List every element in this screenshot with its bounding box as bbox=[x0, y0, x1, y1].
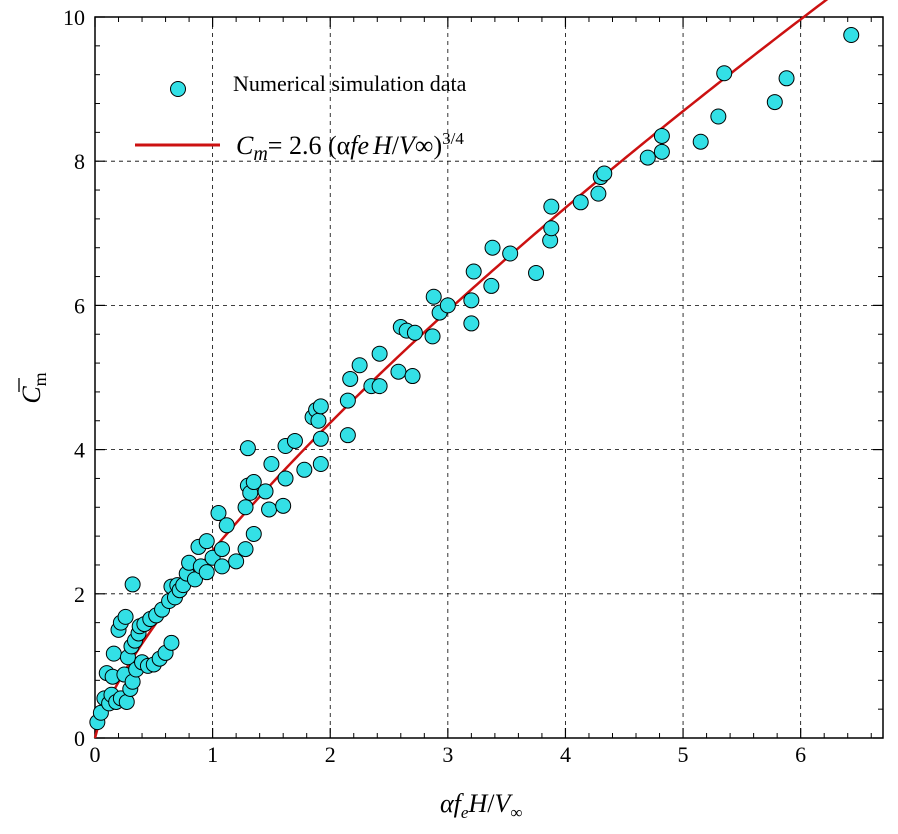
x-tick-label: 6 bbox=[795, 742, 806, 767]
scatter-point bbox=[463, 315, 480, 332]
scatter-point bbox=[198, 564, 215, 581]
y-tick-label: 4 bbox=[74, 438, 85, 463]
scatter-point bbox=[312, 398, 329, 415]
scatter-point bbox=[261, 501, 278, 518]
scatter-point bbox=[406, 324, 423, 341]
scatter-points bbox=[89, 27, 860, 731]
x-tick-label: 4 bbox=[560, 742, 571, 767]
scatter-point bbox=[275, 497, 292, 514]
scatter-point bbox=[214, 541, 231, 558]
scatter-point bbox=[351, 357, 368, 374]
scatter-point bbox=[186, 571, 203, 588]
scatter-point bbox=[439, 297, 456, 314]
scatter-point bbox=[528, 264, 545, 281]
scatter-point bbox=[484, 239, 501, 256]
scatter-point bbox=[312, 430, 329, 447]
y-tick-label: 6 bbox=[74, 293, 85, 318]
fit-line-layer bbox=[93, 0, 829, 739]
scatter-point bbox=[483, 277, 500, 294]
scatter-point bbox=[710, 108, 727, 125]
scatter-point bbox=[716, 65, 733, 82]
scatter-point bbox=[339, 392, 356, 409]
scatter-point bbox=[590, 185, 607, 202]
scatter-point bbox=[245, 474, 262, 491]
scatter-point bbox=[371, 378, 388, 395]
scatter-point bbox=[286, 432, 303, 449]
legend-scatter-marker bbox=[170, 81, 186, 97]
scatter-point bbox=[257, 483, 274, 500]
scatter-point bbox=[404, 368, 421, 385]
legend: Numerical simulation data Cm= 2.6 (αfe H/… bbox=[135, 71, 467, 165]
x-axis-label: αfeH/V∞ bbox=[440, 789, 522, 822]
scatter-point bbox=[425, 288, 442, 305]
axis-ticks: 0 1 2 3 4 5 6 0 2 4 6 8 10 bbox=[63, 5, 883, 767]
scatter-point bbox=[277, 470, 294, 487]
scatter-point bbox=[653, 127, 670, 144]
y-tick-label: 2 bbox=[74, 582, 85, 607]
scatter-point bbox=[766, 94, 783, 111]
scatter-point bbox=[465, 263, 482, 280]
x-tick-label: 2 bbox=[325, 742, 336, 767]
scatter-point bbox=[124, 576, 141, 593]
legend-line-label: Cm= 2.6 (αfe H/V∞)3/4 bbox=[236, 129, 464, 165]
scatter-point bbox=[237, 499, 254, 516]
scatter-point bbox=[214, 558, 231, 575]
scatter-point bbox=[692, 133, 709, 150]
scatter-point bbox=[639, 149, 656, 166]
scatter-point bbox=[502, 245, 519, 262]
scatter-point bbox=[596, 165, 613, 182]
y-tick-label: 8 bbox=[74, 149, 85, 174]
scatter-point bbox=[543, 220, 560, 237]
fit-curve-line bbox=[93, 0, 829, 739]
scatter-point bbox=[653, 143, 670, 160]
scatter-point bbox=[228, 553, 245, 570]
scatter-point bbox=[245, 525, 262, 542]
scatter-point bbox=[371, 345, 388, 362]
x-tick-label: 3 bbox=[442, 742, 453, 767]
scatter-point bbox=[310, 412, 327, 429]
scatter-point bbox=[105, 645, 122, 662]
plot-frame bbox=[94, 16, 884, 739]
scatter-point bbox=[572, 194, 589, 211]
scatter-point bbox=[843, 27, 860, 44]
scatter-point bbox=[390, 363, 407, 380]
scatter-point bbox=[312, 456, 329, 473]
scatter-point bbox=[339, 427, 356, 444]
y-tick-label: 10 bbox=[63, 5, 85, 30]
scatter-point bbox=[239, 440, 256, 457]
scatter-point bbox=[543, 198, 560, 215]
scatter-point bbox=[218, 517, 235, 534]
y-tick-label: 0 bbox=[74, 726, 85, 751]
scatter-point bbox=[778, 70, 795, 87]
grid-lines bbox=[95, 17, 883, 738]
scatter-point bbox=[263, 456, 280, 473]
legend-scatter-label: Numerical simulation data bbox=[233, 71, 467, 96]
x-tick-label: 1 bbox=[207, 742, 218, 767]
scatter-point bbox=[342, 370, 359, 387]
scatter-point bbox=[163, 634, 180, 651]
y-axis-label: Cm bbox=[17, 372, 50, 403]
scatter-point bbox=[237, 541, 254, 558]
scatter-point bbox=[117, 608, 134, 625]
scatter-point bbox=[424, 328, 441, 345]
x-tick-label: 0 bbox=[90, 742, 101, 767]
scatter-point bbox=[296, 461, 313, 478]
scatter-point bbox=[210, 505, 227, 522]
scatter-point bbox=[463, 292, 480, 309]
scatter-point bbox=[198, 533, 215, 550]
x-tick-label: 5 bbox=[678, 742, 689, 767]
